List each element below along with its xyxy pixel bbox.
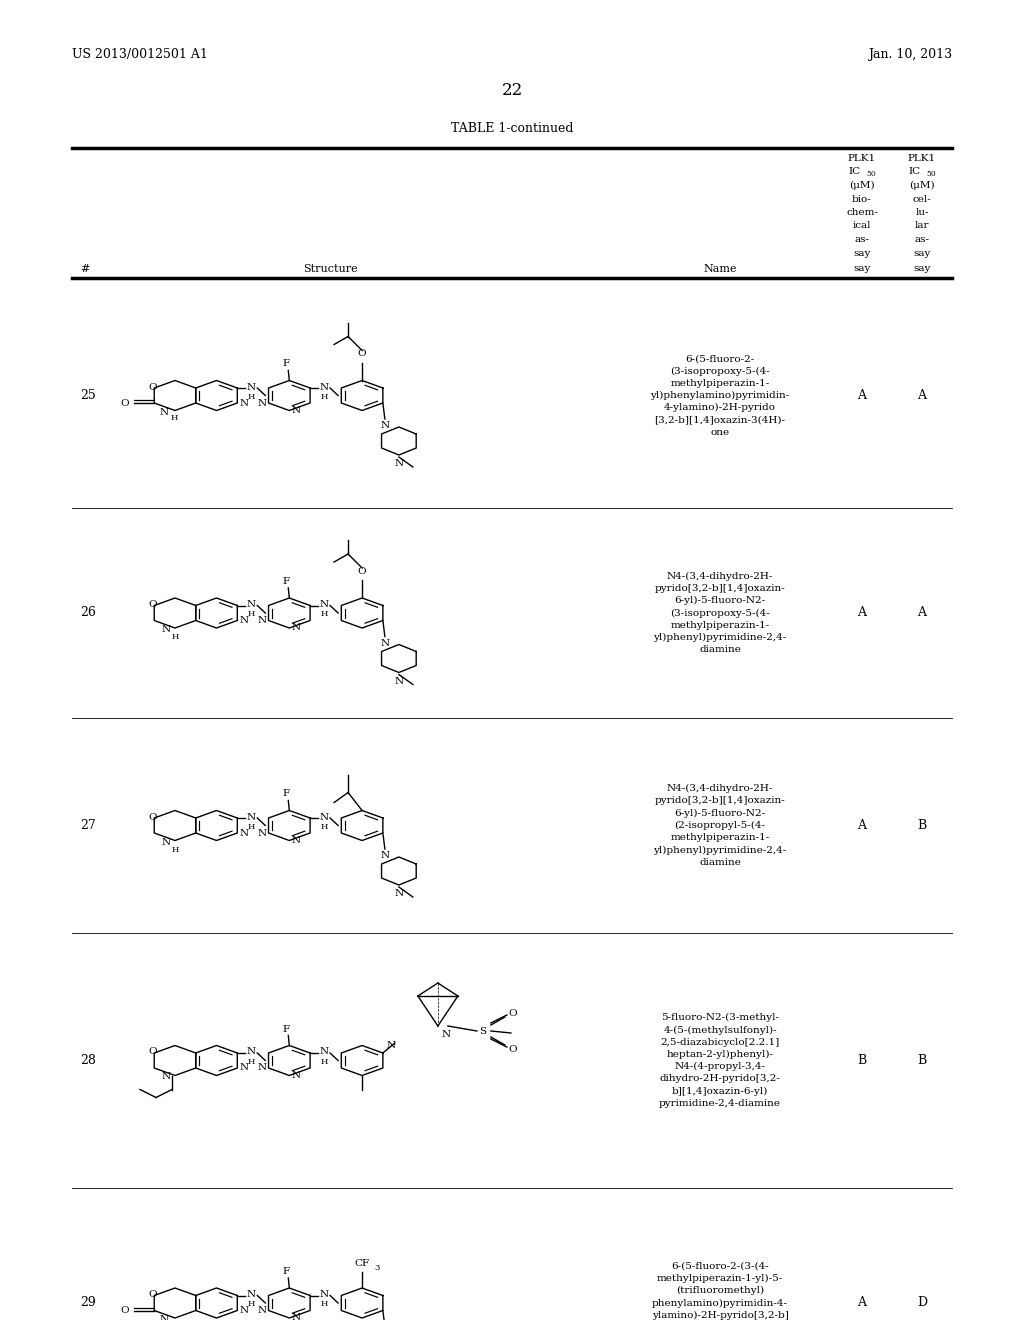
Text: S: S (479, 1027, 486, 1035)
Text: (μM): (μM) (909, 181, 935, 190)
Text: #: # (80, 264, 89, 275)
Text: say: say (913, 248, 931, 257)
Text: N: N (319, 1048, 329, 1056)
Text: N: N (240, 1064, 249, 1072)
Text: O: O (147, 1048, 157, 1056)
Text: H: H (248, 1059, 255, 1067)
Text: H: H (170, 414, 178, 422)
Text: N: N (247, 601, 256, 609)
Text: PLK1: PLK1 (908, 154, 936, 162)
Text: O: O (357, 568, 367, 576)
Text: A: A (857, 1296, 866, 1309)
Text: bio-: bio- (852, 194, 871, 203)
Text: N: N (162, 626, 171, 635)
Text: N: N (160, 408, 169, 417)
Text: B: B (918, 818, 927, 832)
Text: O: O (147, 1290, 157, 1299)
Text: O: O (147, 383, 157, 392)
Text: B: B (857, 1053, 866, 1067)
Text: 3: 3 (374, 1265, 380, 1272)
Text: US 2013/0012501 A1: US 2013/0012501 A1 (72, 48, 208, 61)
Text: N: N (257, 616, 266, 624)
Text: N: N (291, 623, 300, 632)
Text: N: N (162, 1072, 171, 1081)
Text: A: A (857, 389, 866, 403)
Text: F: F (283, 359, 290, 368)
Text: N4-(3,4-dihydro-2H-
pyrido[3,2-b][1,4]oxazin-
6-yl)-5-fluoro-N2-
(2-isopropyl-5-: N4-(3,4-dihydro-2H- pyrido[3,2-b][1,4]ox… (653, 784, 786, 867)
Text: 27: 27 (80, 818, 96, 832)
Text: N: N (247, 813, 256, 821)
Text: as-: as- (914, 235, 930, 244)
Text: lu-: lu- (915, 209, 929, 216)
Text: N: N (257, 399, 266, 408)
Text: N: N (240, 616, 249, 624)
Text: O: O (147, 813, 157, 821)
Text: N: N (319, 813, 329, 821)
Text: 29: 29 (80, 1296, 96, 1309)
Text: H: H (248, 610, 255, 619)
Text: chem-: chem- (846, 209, 878, 216)
Text: A: A (918, 389, 927, 403)
Text: N: N (247, 1048, 256, 1056)
Text: N: N (319, 601, 329, 609)
Text: 25: 25 (80, 389, 96, 403)
Text: 50: 50 (866, 170, 876, 178)
Text: B: B (918, 1053, 927, 1067)
Text: as-: as- (854, 235, 869, 244)
Text: ical: ical (853, 222, 871, 231)
Text: N: N (291, 407, 300, 414)
Text: N: N (291, 1071, 300, 1080)
Text: N: N (247, 383, 256, 392)
Text: F: F (283, 1267, 290, 1276)
Text: cel-: cel- (912, 194, 932, 203)
Text: N: N (257, 1305, 266, 1315)
Text: N: N (394, 888, 403, 898)
Text: 5-fluoro-N2-(3-methyl-
4-(5-(methylsulfonyl)-
2,5-diazabicyclo[2.2.1]
heptan-2-y: 5-fluoro-N2-(3-methyl- 4-(5-(methylsulfo… (659, 1012, 781, 1107)
Text: (μM): (μM) (849, 181, 874, 190)
Text: H: H (321, 1059, 328, 1067)
Text: IC: IC (849, 168, 861, 177)
Text: say: say (853, 248, 870, 257)
Text: 28: 28 (80, 1053, 96, 1067)
Text: H: H (321, 822, 328, 832)
Text: N: N (380, 851, 389, 861)
Text: N: N (380, 421, 389, 430)
Text: Name: Name (703, 264, 736, 275)
Text: say: say (853, 264, 870, 273)
Text: H: H (171, 634, 178, 642)
Text: H: H (321, 610, 328, 619)
Text: H: H (321, 1300, 328, 1308)
Text: N: N (394, 459, 403, 469)
Text: N: N (387, 1040, 396, 1049)
Text: Structure: Structure (303, 264, 357, 275)
Text: 6-(5-fluoro-2-
(3-isopropoxy-5-(4-
methylpiperazin-1-
yl)phenylamino)pyrimidin-
: 6-(5-fluoro-2- (3-isopropoxy-5-(4- methy… (650, 354, 790, 437)
Text: N: N (291, 1313, 300, 1320)
Text: N: N (257, 829, 266, 837)
Text: A: A (857, 606, 866, 619)
Text: N: N (247, 1290, 256, 1299)
Text: say: say (913, 264, 931, 273)
Text: O: O (509, 1044, 517, 1053)
Text: lar: lar (914, 222, 929, 231)
Text: F: F (283, 789, 290, 799)
Text: O: O (121, 1305, 129, 1315)
Text: O: O (121, 399, 129, 408)
Text: N: N (319, 1290, 329, 1299)
Text: O: O (357, 350, 367, 359)
Text: 50: 50 (926, 170, 936, 178)
Text: 22: 22 (502, 82, 522, 99)
Text: A: A (918, 606, 927, 619)
Text: F: F (283, 577, 290, 586)
Text: N: N (442, 1030, 451, 1039)
Text: PLK1: PLK1 (848, 154, 877, 162)
Text: N: N (394, 676, 403, 685)
Text: H: H (248, 822, 255, 832)
Text: Jan. 10, 2013: Jan. 10, 2013 (868, 48, 952, 61)
Text: CF: CF (354, 1259, 370, 1269)
Text: N: N (160, 1316, 169, 1320)
Text: 26: 26 (80, 606, 96, 619)
Text: N: N (162, 838, 171, 847)
Text: 6-(5-fluoro-2-(3-(4-
methylpiperazin-1-yl)-5-
(trifluoromethyl)
phenylamino)pyri: 6-(5-fluoro-2-(3-(4- methylpiperazin-1-y… (651, 1262, 788, 1320)
Text: O: O (147, 601, 157, 609)
Text: TABLE 1-continued: TABLE 1-continued (451, 121, 573, 135)
